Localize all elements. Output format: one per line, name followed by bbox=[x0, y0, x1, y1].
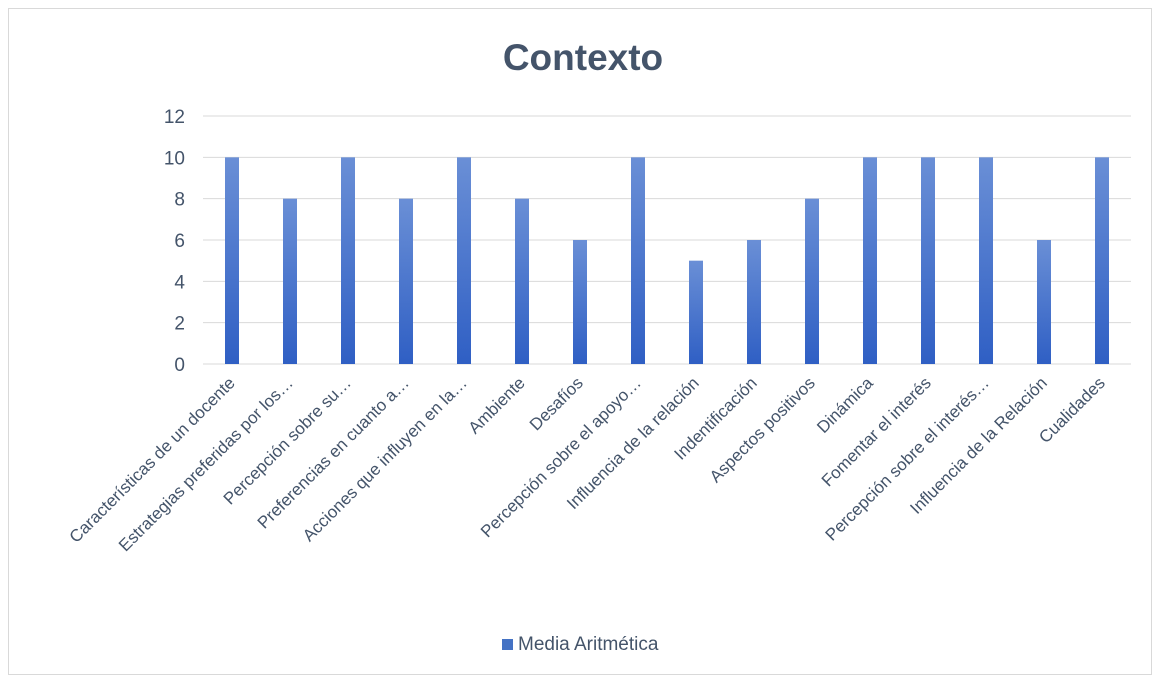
bar bbox=[457, 157, 471, 364]
y-tick-label: 4 bbox=[174, 272, 185, 293]
y-tick-label: 2 bbox=[174, 314, 185, 335]
bar bbox=[399, 198, 413, 364]
x-category-label: Ambiente bbox=[465, 373, 529, 437]
bar bbox=[225, 157, 239, 364]
y-tick-label: 10 bbox=[164, 148, 185, 169]
y-axis-ticks: 0 2 4 6 8 10 12 bbox=[164, 107, 186, 376]
y-tick-label: 8 bbox=[174, 190, 185, 211]
x-axis-labels: Características de un docenteEstrategias… bbox=[66, 373, 1109, 555]
bar bbox=[689, 260, 703, 364]
y-tick-label: 0 bbox=[174, 355, 185, 376]
bar bbox=[1037, 240, 1051, 364]
bar bbox=[341, 157, 355, 364]
bar bbox=[863, 157, 877, 364]
bar bbox=[283, 198, 297, 364]
y-tick-label: 6 bbox=[174, 231, 185, 252]
legend-swatch bbox=[502, 639, 513, 650]
y-tick-label: 12 bbox=[164, 107, 185, 128]
x-category-label: Fomentar el interés bbox=[818, 373, 935, 490]
bar bbox=[979, 157, 993, 364]
bar bbox=[631, 157, 645, 364]
chart-title: Contexto bbox=[503, 37, 663, 78]
bar bbox=[921, 157, 935, 364]
bars bbox=[225, 157, 1109, 364]
bar bbox=[1095, 157, 1109, 364]
legend: Media Aritmética bbox=[502, 634, 659, 655]
bar bbox=[515, 198, 529, 364]
x-category-label: Desafíos bbox=[526, 373, 587, 434]
bar bbox=[747, 240, 761, 364]
grid-layer bbox=[203, 115, 1131, 365]
bar bbox=[573, 240, 587, 364]
bar bbox=[805, 198, 819, 364]
legend-label: Media Aritmética bbox=[518, 634, 659, 655]
x-category-label: Aspectos positivos bbox=[706, 373, 819, 486]
